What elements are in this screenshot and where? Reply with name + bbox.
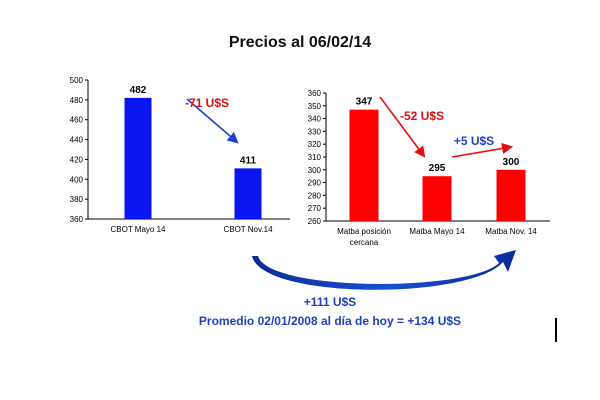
y-tick-label: 440 <box>70 136 84 145</box>
annotation-arrow <box>451 142 514 158</box>
y-tick-label: 290 <box>308 179 322 188</box>
bar <box>124 97 152 219</box>
y-tick-label: 260 <box>308 217 322 226</box>
bar <box>349 109 379 221</box>
bar <box>496 169 526 221</box>
x-tick-label: Matba Mayo 14 <box>409 227 465 236</box>
y-tick-label: 460 <box>70 116 84 125</box>
text-cursor <box>555 318 557 342</box>
y-tick-label: 280 <box>308 191 322 200</box>
y-tick-label: 400 <box>70 175 84 184</box>
annotation-label: -52 U$S <box>400 109 444 123</box>
x-tick-label: CBOT Mayo 14 <box>111 225 167 234</box>
y-tick-label: 380 <box>70 195 84 204</box>
data-label: 411 <box>240 155 257 166</box>
swoosh-arrow <box>252 250 516 290</box>
y-tick-label: 330 <box>308 127 322 136</box>
y-tick-label: 360 <box>308 89 322 98</box>
data-label: 347 <box>356 97 373 108</box>
bar <box>422 176 452 221</box>
x-tick-label: Matba Nov. 14 <box>485 227 537 236</box>
data-label: 295 <box>429 163 446 174</box>
data-label: 482 <box>130 85 147 96</box>
annotation-arrow <box>186 98 239 144</box>
y-tick-label: 350 <box>308 102 322 111</box>
footer-difference: +111 U$S <box>303 295 357 309</box>
x-tick-label: Matba posición <box>337 227 391 236</box>
annotation-arrow <box>379 96 426 158</box>
chart-title: Precios al 06/02/14 <box>228 34 372 51</box>
annotation-label: -71 U$S <box>185 96 229 110</box>
footer-average: Promedio 02/01/2008 al día de hoy = +134… <box>198 314 462 328</box>
annotation-label: +5 U$S <box>454 134 494 148</box>
y-tick-label: 480 <box>70 96 84 105</box>
data-label: 300 <box>503 157 520 168</box>
y-tick-label: 340 <box>308 115 322 124</box>
y-tick-label: 500 <box>70 76 84 85</box>
x-tick-label: CBOT Nov.14 <box>223 225 273 234</box>
y-tick-label: 310 <box>308 153 322 162</box>
y-tick-label: 420 <box>70 155 84 164</box>
y-tick-label: 300 <box>308 166 322 175</box>
y-tick-label: 320 <box>308 140 322 149</box>
x-tick-label: cercana <box>350 238 379 247</box>
y-tick-label: 360 <box>70 215 84 224</box>
y-tick-label: 270 <box>308 204 322 213</box>
bar <box>234 168 262 219</box>
